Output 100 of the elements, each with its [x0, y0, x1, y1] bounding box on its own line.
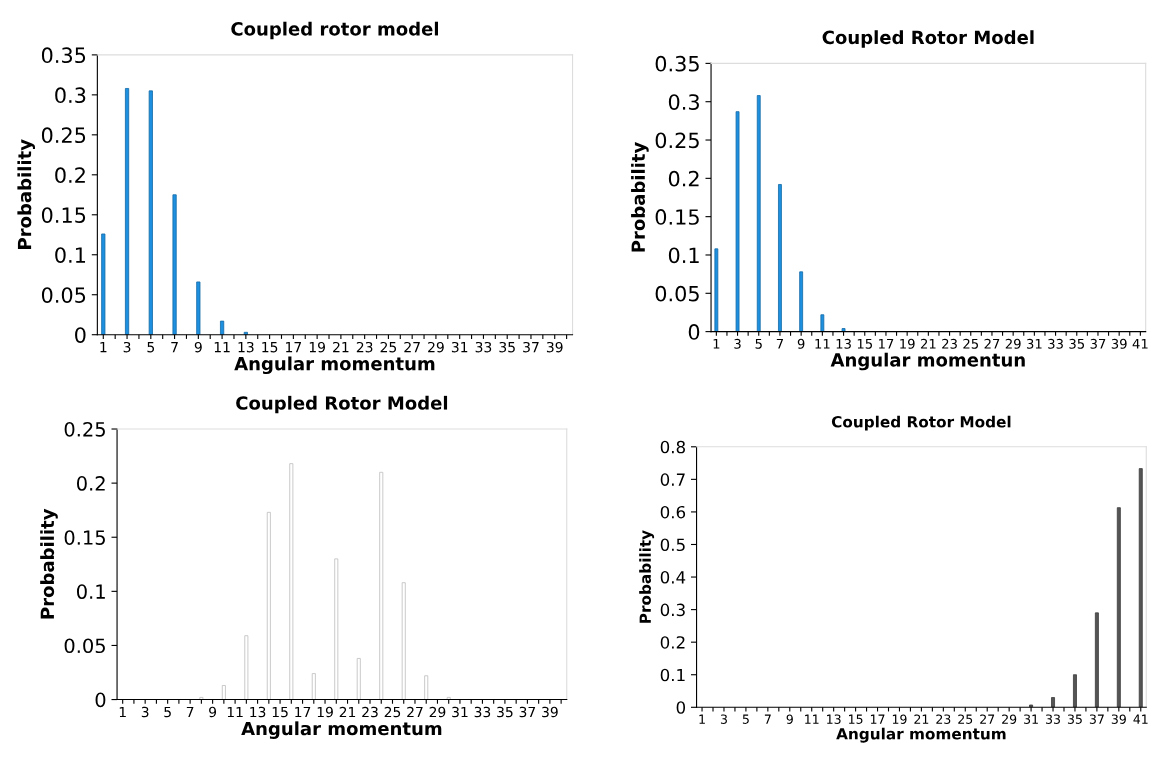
- y-tick-label: 0: [95, 692, 106, 708]
- x-tick-label: 17: [295, 706, 311, 718]
- x-tick-label: 19: [309, 341, 325, 353]
- x-tick-label: 3: [141, 706, 149, 718]
- x-tick-label: 9: [194, 341, 202, 353]
- x-tick-label: 31: [451, 341, 468, 353]
- y-tick-label: 0.2: [77, 476, 105, 491]
- y-tick-label: 0.6: [660, 505, 686, 519]
- y-tick-label: 0.2: [55, 167, 85, 184]
- x-tick-label: 29: [1002, 714, 1017, 724]
- bar: [196, 281, 201, 335]
- y-tick-label: 0.7: [660, 473, 685, 486]
- x-tick-label: 35: [1067, 714, 1082, 724]
- x-tick-label: 3: [734, 338, 741, 349]
- x-tick-label: 33: [474, 706, 491, 718]
- y-tick-label: 0.2: [668, 170, 699, 187]
- y-tick-label: 0.8: [660, 440, 685, 454]
- x-tick-label: 17: [879, 338, 894, 349]
- x-tick-label: 39: [1111, 338, 1127, 349]
- x-tick-label: 11: [214, 342, 230, 353]
- y-tick-label: 0.3: [660, 603, 685, 617]
- bar: [799, 271, 804, 332]
- bar: [756, 95, 761, 332]
- y-tick-label: 0.05: [655, 285, 699, 302]
- y-tick-label: 0.15: [64, 530, 105, 545]
- x-tick-label: 41: [1132, 338, 1148, 349]
- x-tick-label: 23: [362, 706, 378, 718]
- y-tick-label: 0: [688, 324, 700, 340]
- x-tick-label: 21: [333, 341, 349, 353]
- x-tick-label: 37: [1089, 714, 1104, 724]
- x-tick-label: 41: [1133, 714, 1148, 724]
- x-tick-label: 27: [980, 714, 995, 724]
- y-tick-label: 0.1: [668, 247, 699, 264]
- y-tick-label: 0.25: [64, 421, 105, 437]
- bar: [220, 320, 225, 335]
- x-tick-label: 33: [1048, 338, 1063, 349]
- y-tick-label: 0.1: [55, 247, 86, 263]
- bar: [334, 558, 339, 700]
- x-tick-label: 15: [857, 338, 872, 349]
- bar: [1051, 697, 1055, 708]
- bar: [735, 111, 740, 332]
- bar: [221, 685, 226, 700]
- y-tick-label: 0.25: [655, 132, 699, 149]
- bar: [1116, 507, 1121, 708]
- x-tick-label: 19: [892, 714, 907, 724]
- x-tick-label: 27: [404, 341, 420, 353]
- y-tick-label: 0.35: [41, 47, 86, 64]
- x-tick-label: 33: [1046, 714, 1060, 724]
- x-tick-label: 39: [546, 341, 563, 353]
- y-tick-label: 0.05: [64, 638, 105, 654]
- x-tick-label: 25: [384, 706, 401, 718]
- x-tick-label: 11: [815, 338, 830, 349]
- x-tick-label: 17: [870, 714, 885, 724]
- y-tick-label: 0.1: [77, 584, 105, 600]
- x-axis-title: Angular momentum: [241, 721, 442, 739]
- bar: [1094, 612, 1099, 708]
- x-tick-label: 29: [429, 706, 446, 718]
- bar: [244, 635, 249, 700]
- bar: [424, 675, 429, 700]
- bar: [778, 184, 782, 332]
- bar: [172, 194, 177, 335]
- x-tick-label: 27: [984, 338, 1000, 349]
- x-tick-label: 13: [238, 341, 254, 353]
- bar: [311, 673, 316, 700]
- bar: [124, 88, 130, 335]
- x-tick-label: 1: [100, 342, 107, 353]
- x-axis-title: Angular momentum: [836, 727, 1006, 743]
- y-tick-label: 0.4: [660, 571, 686, 584]
- y-tick-label: 0.05: [41, 287, 86, 303]
- bar: [101, 233, 106, 335]
- x-tick-label: 5: [164, 706, 171, 718]
- bar: [379, 471, 384, 700]
- x-tick-label: 37: [1090, 338, 1106, 349]
- y-tick-label: 0.1: [660, 668, 685, 682]
- x-tick-label: 37: [519, 706, 536, 718]
- y-axis-title: Probability: [17, 139, 35, 249]
- x-tick-label: 1: [119, 706, 126, 718]
- x-tick-label: 35: [497, 706, 513, 718]
- x-tick-label: 11: [805, 714, 819, 724]
- x-tick-label: 7: [186, 706, 194, 718]
- bar: [714, 248, 719, 332]
- chart-title: Coupled Rotor Model: [236, 395, 448, 414]
- y-tick-label: 0.2: [660, 636, 685, 649]
- x-tick-label: 25: [380, 341, 397, 353]
- y-tick-label: 0: [75, 327, 86, 343]
- bar: [199, 696, 204, 700]
- bar: [841, 328, 846, 332]
- bar: [148, 90, 153, 335]
- bar: [820, 314, 825, 332]
- x-tick-label: 23: [942, 338, 957, 349]
- x-axis-title: Angular momentum: [234, 356, 435, 375]
- y-tick-label: 0.15: [655, 209, 699, 225]
- x-tick-label: 25: [963, 338, 978, 349]
- chart-title: Coupled Rotor Model: [822, 30, 1034, 48]
- x-tick-label: 31: [1024, 714, 1038, 724]
- x-axis-title: Angular momentun: [830, 352, 1025, 371]
- x-tick-label: 37: [523, 341, 539, 353]
- x-tick-label: 15: [272, 706, 288, 718]
- x-tick-label: 9: [797, 338, 805, 349]
- x-tick-label: 13: [836, 338, 851, 349]
